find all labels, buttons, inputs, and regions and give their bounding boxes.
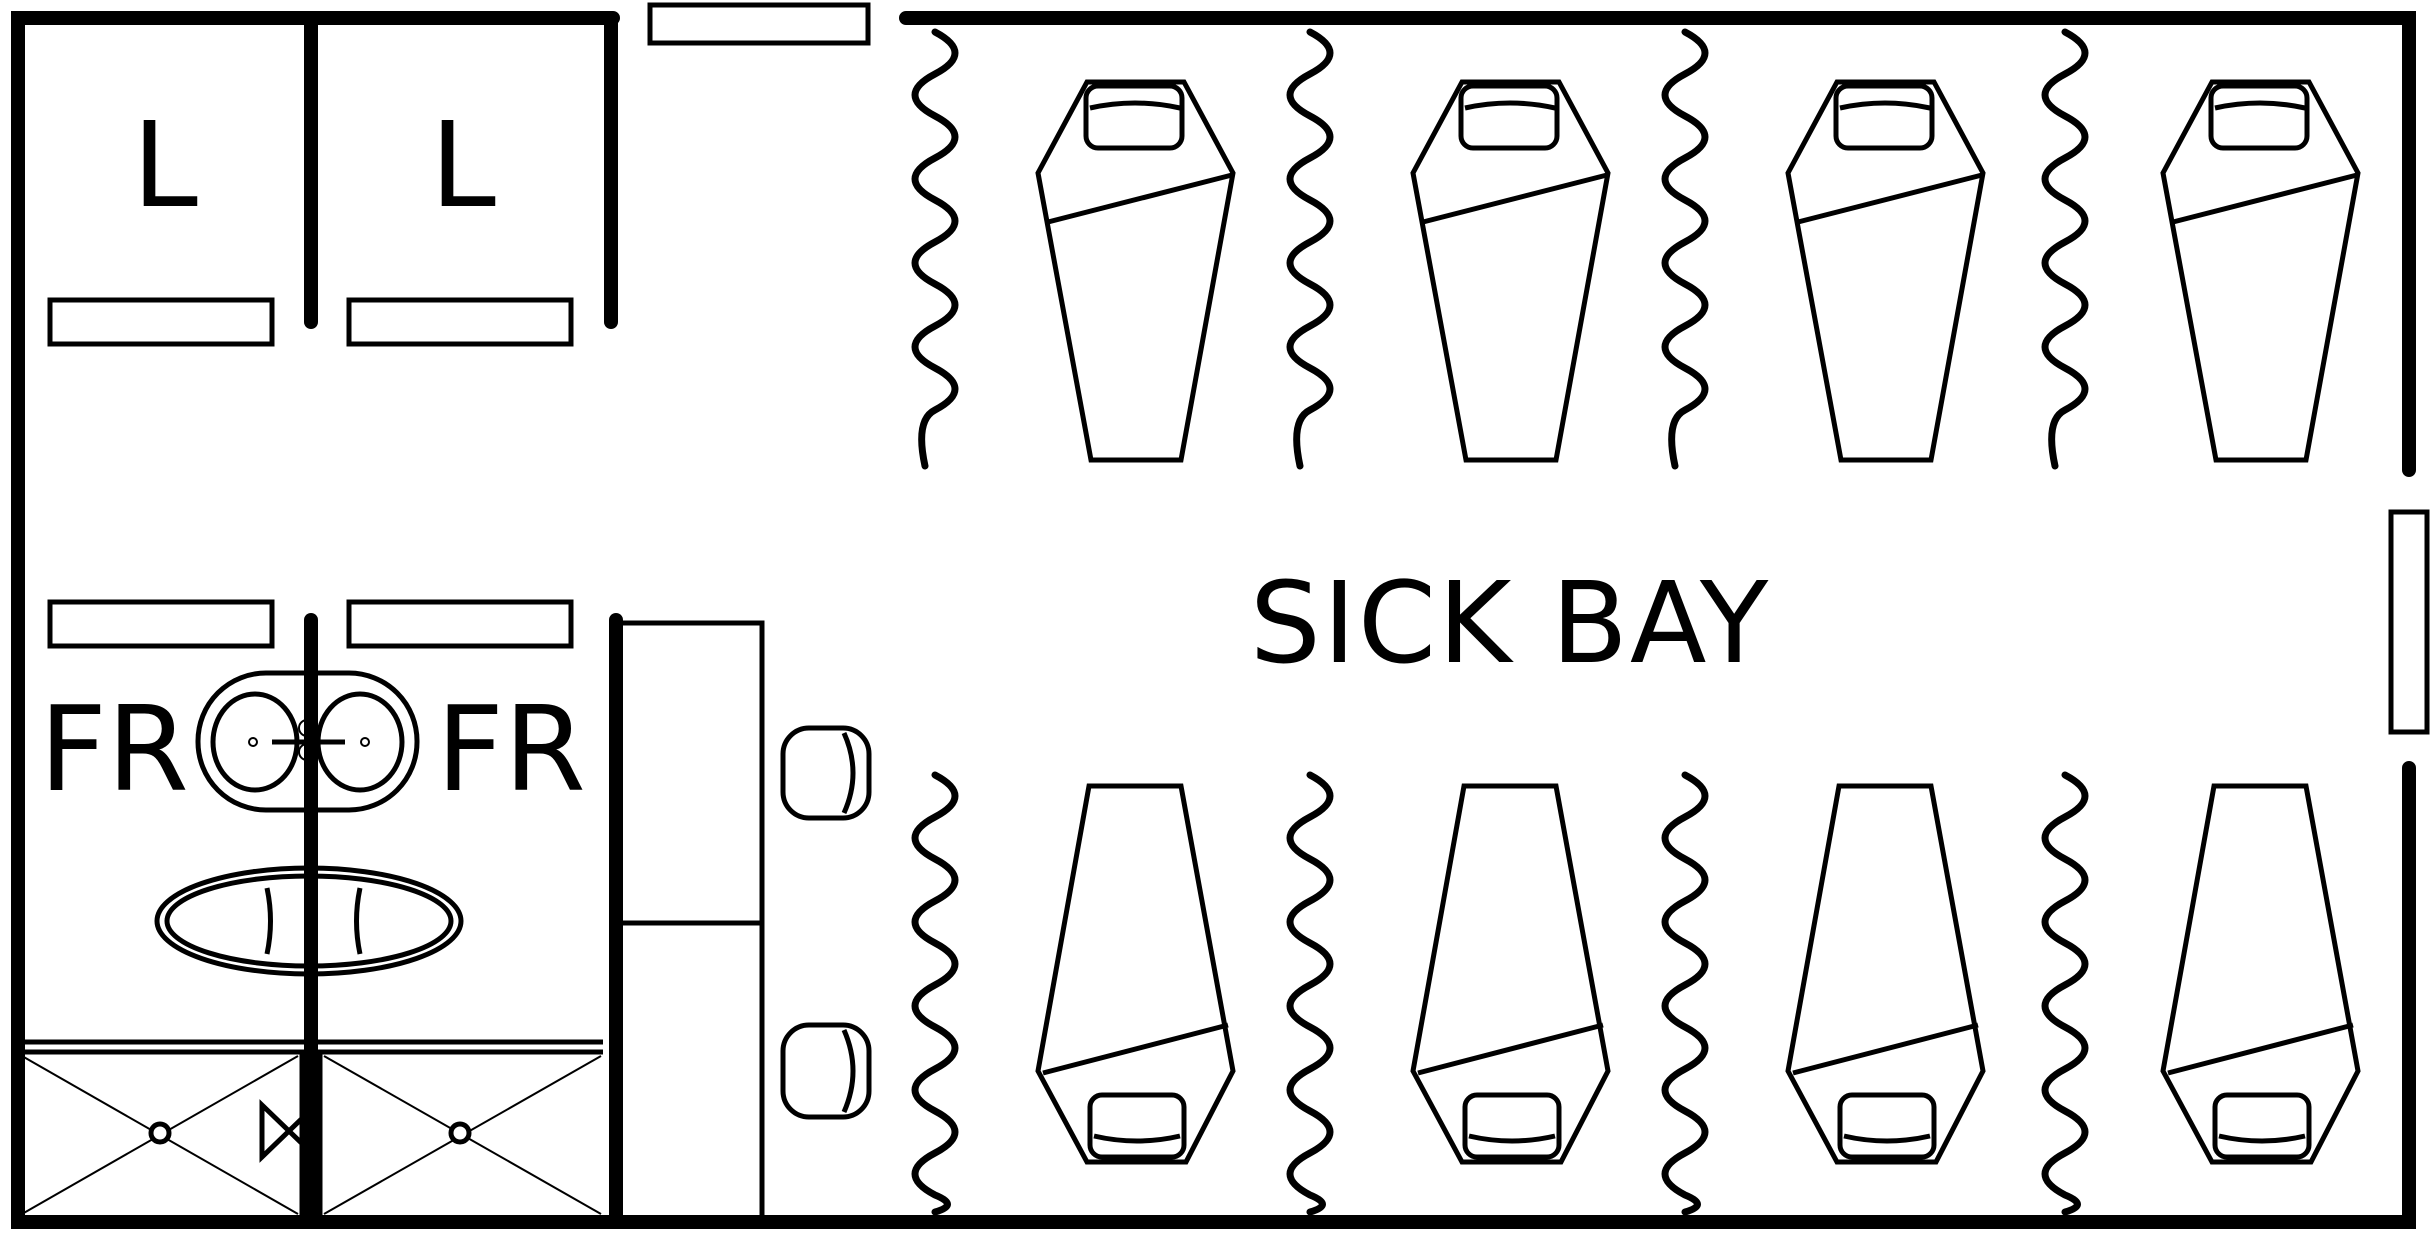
curtain <box>1661 771 1709 1216</box>
shower-valve-icon <box>259 1099 319 1163</box>
storage-cabinet <box>617 620 765 1225</box>
curtain <box>911 28 959 470</box>
curtain <box>1286 771 1334 1216</box>
curtain <box>1286 28 1334 470</box>
room-title: SICK BAY <box>1250 559 1771 689</box>
bed <box>1410 79 1611 463</box>
shower-stalls <box>18 1039 603 1222</box>
double-toilet <box>154 865 464 977</box>
side-door <box>2388 509 2430 735</box>
curtain <box>2041 28 2089 470</box>
fresh-room-label-right: FR <box>436 680 586 818</box>
bed <box>1035 783 1236 1165</box>
chair <box>780 725 872 821</box>
closet-label-right: L <box>430 96 496 234</box>
closet-label-left: L <box>132 96 198 234</box>
fresh-room-label-left: FR <box>39 680 189 818</box>
curtain <box>1661 28 1709 470</box>
entry-door <box>647 2 871 46</box>
closet-shelves <box>47 297 574 649</box>
chair <box>780 1022 872 1120</box>
outer-walls <box>11 11 2416 1229</box>
bed <box>1410 783 1611 1165</box>
curtain <box>2041 771 2089 1216</box>
bed <box>2160 79 2361 463</box>
bed <box>1035 79 1236 463</box>
bed <box>2160 783 2361 1165</box>
bed <box>1785 783 1986 1165</box>
bed <box>1785 79 1986 463</box>
curtain <box>911 771 959 1216</box>
double-sink <box>195 670 420 813</box>
